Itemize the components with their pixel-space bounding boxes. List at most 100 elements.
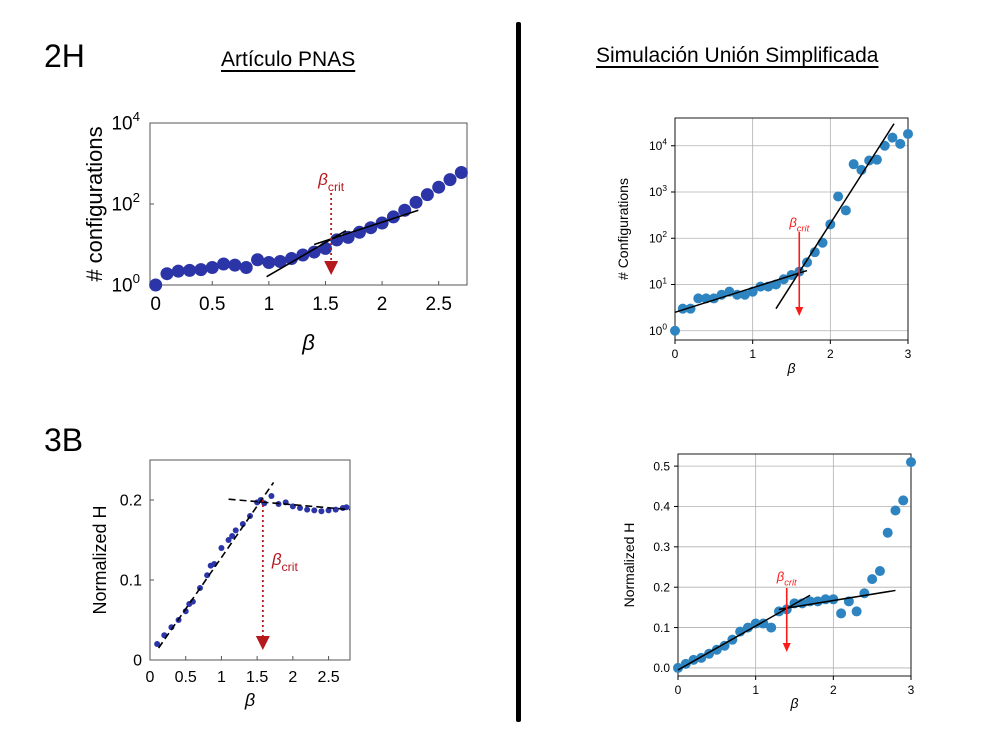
x-tick-label: 0	[150, 294, 161, 315]
x-tick-label: 0.5	[175, 669, 197, 686]
data-point	[194, 263, 208, 277]
data-point	[307, 245, 321, 259]
data-point	[205, 261, 219, 275]
data-point	[670, 325, 680, 336]
data-point	[262, 255, 276, 269]
y-tick-label: 100	[111, 271, 140, 297]
y-tick-label: 102	[111, 190, 140, 216]
vertical-divider	[516, 22, 521, 722]
x-axis-label: β	[787, 360, 796, 376]
data-point	[443, 173, 457, 187]
fit-line	[674, 269, 808, 314]
fit-line	[228, 498, 351, 511]
data-point	[297, 505, 303, 511]
data-point	[903, 128, 913, 139]
data-point	[701, 293, 712, 304]
data-point	[867, 574, 878, 585]
data-point	[895, 138, 906, 149]
fit-line	[157, 481, 275, 649]
data-point	[332, 506, 339, 513]
x-tick-label: 1	[264, 294, 275, 315]
data-point	[420, 188, 434, 202]
data-point	[183, 263, 197, 277]
data-point	[848, 159, 859, 170]
fit-line	[775, 123, 895, 310]
data-point	[228, 258, 242, 272]
beta-crit-arrow-head	[795, 307, 804, 316]
y-tick-label: 0.1	[653, 621, 670, 635]
data-point	[890, 505, 901, 516]
x-tick-label: 0	[675, 683, 682, 697]
data-point	[879, 140, 890, 151]
chart-pnas-3b: 0 0.5 1 1.5 2 2.5 0 0.1 0.2 β Normalized H βcrit	[90, 459, 351, 710]
data-point	[828, 594, 839, 605]
y-tick-label: 0.3	[653, 540, 670, 554]
data-point	[160, 267, 174, 281]
y-tick-label: 0.4	[653, 500, 670, 514]
data-point	[770, 279, 781, 290]
data-point	[874, 566, 885, 577]
data-point	[856, 164, 867, 175]
data-point	[304, 506, 311, 513]
y-tick-label: 0.2	[120, 493, 142, 510]
panel-label-3b: 3B	[44, 422, 84, 458]
data-point	[851, 606, 862, 617]
y-tick-label: 0.0	[653, 661, 670, 675]
panel-label-2h: 2H	[44, 38, 85, 74]
data-point	[273, 255, 287, 269]
data-point	[217, 257, 231, 271]
data-point	[318, 508, 325, 515]
data-point	[882, 527, 893, 538]
y-tick-label: 0	[133, 653, 142, 670]
y-axis-label: Normalized H	[90, 505, 110, 614]
x-axis-label: β	[301, 330, 315, 355]
header-pnas-article: Artículo PNAS	[221, 48, 356, 71]
beta-crit-arrow-head	[255, 636, 270, 650]
data-point	[673, 662, 683, 673]
data-point	[766, 622, 777, 633]
x-tick-label: 0	[146, 669, 155, 686]
data-point	[149, 278, 163, 292]
data-point	[285, 252, 299, 266]
x-tick-label: 2.5	[317, 669, 339, 686]
x-tick-label: 0	[672, 347, 679, 361]
data-point	[318, 241, 332, 255]
y-tick-label: 0.1	[120, 573, 142, 590]
beta-crit-arrow-head	[782, 643, 791, 652]
x-tick-label: 1	[217, 669, 226, 686]
beta-crit-label: βcrit	[271, 550, 299, 574]
plot-frame	[677, 453, 912, 677]
fit-line	[677, 594, 811, 671]
y-tick-label: 104	[111, 109, 140, 135]
x-tick-label: 3	[908, 683, 915, 697]
data-point	[898, 495, 909, 506]
data-point	[218, 545, 225, 551]
chart-sim-3b: 0 1 2 3 0.0 0.1 0.2 0.3 0.4 0.5 β Normalized H βcrit	[621, 453, 916, 711]
y-axis-label: Normalized H	[621, 523, 637, 608]
y-tick-label: 0.5	[653, 459, 670, 473]
data-point	[887, 132, 898, 143]
x-tick-label: 2	[288, 669, 297, 686]
fit-line	[778, 589, 896, 611]
y-tick-label: 100	[649, 322, 667, 338]
data-point	[268, 493, 275, 499]
data-point	[840, 205, 851, 216]
fit-line	[313, 209, 419, 246]
beta-crit-label: βcrit	[788, 215, 809, 234]
header-simplified-simulation: Simulación Unión Simplificada	[596, 44, 879, 67]
data-point	[836, 608, 847, 619]
x-axis-label: β	[790, 695, 799, 711]
x-tick-label: 2.5	[425, 294, 451, 315]
y-tick-label: 0.2	[653, 580, 670, 594]
data-point	[251, 253, 265, 267]
data-point	[204, 572, 211, 579]
data-point	[906, 457, 916, 468]
data-point	[154, 641, 161, 647]
data-point	[871, 154, 882, 165]
data-point	[311, 507, 318, 514]
y-tick-label: 103	[649, 183, 667, 199]
y-axis-label: # configurations	[82, 126, 107, 281]
x-tick-label: 3	[905, 347, 912, 361]
data-point	[833, 191, 844, 202]
